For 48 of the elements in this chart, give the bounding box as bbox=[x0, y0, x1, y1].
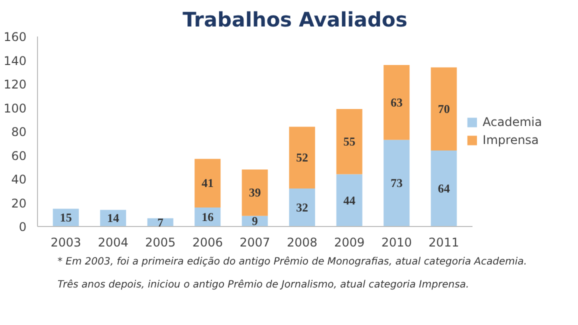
legend-label: Academia bbox=[482, 115, 542, 129]
bar bbox=[430, 150, 457, 226]
bar bbox=[384, 140, 410, 226]
y-tick-label: 160 bbox=[4, 30, 26, 44]
bar bbox=[336, 174, 362, 226]
bar bbox=[194, 158, 221, 208]
x-tick-label: 2011 bbox=[428, 236, 460, 250]
bar bbox=[384, 65, 410, 140]
y-tick-label: 60 bbox=[11, 148, 27, 163]
bar bbox=[242, 170, 268, 216]
data-label: 41 bbox=[202, 176, 214, 190]
x-tick-label: 2006 bbox=[192, 236, 223, 250]
data-label: 73 bbox=[390, 176, 403, 190]
y-tick-label: 20 bbox=[11, 196, 27, 210]
y-tick-label: 140 bbox=[4, 54, 26, 68]
text: Três anos depois, iniciou o antigo Prêmio de Jornalismo, atual categoria Imprensa. bbox=[58, 280, 470, 290]
x-tick-label: 2007 bbox=[240, 236, 270, 250]
x-tick-label: 2008 bbox=[286, 236, 318, 250]
data-label: 15 bbox=[60, 210, 72, 225]
bar bbox=[336, 108, 362, 174]
data-label: 70 bbox=[438, 102, 450, 116]
data-label: 7 bbox=[157, 215, 164, 230]
bar bbox=[289, 188, 316, 226]
bar bbox=[289, 126, 316, 188]
x-tick-label: 2010 bbox=[381, 236, 412, 250]
data-label: 44 bbox=[343, 193, 356, 208]
data-label: 14 bbox=[107, 211, 120, 226]
y-tick-label: 100 bbox=[4, 101, 26, 116]
data-label: 32 bbox=[296, 200, 308, 214]
x-tick-label: 2005 bbox=[145, 236, 176, 250]
x-tick-label: 2004 bbox=[98, 236, 128, 250]
data-label: 16 bbox=[202, 210, 214, 224]
data-label: 63 bbox=[390, 95, 403, 110]
x-tick-label: 2003 bbox=[50, 236, 82, 250]
data-label: 64 bbox=[438, 182, 450, 196]
data-label: 9 bbox=[252, 214, 258, 228]
data-label: 55 bbox=[343, 134, 356, 149]
legend-label: Imprensa bbox=[482, 133, 539, 147]
data-label: 39 bbox=[248, 186, 261, 200]
text: * Em 2003, foi a primeira edição do antigo Prêmio de Monografias, atual categoria Academia. bbox=[58, 256, 527, 268]
x-tick-label: 2009 bbox=[334, 236, 365, 250]
y-tick-label: 0 bbox=[18, 220, 27, 234]
data-label: 52 bbox=[296, 150, 308, 165]
bar bbox=[430, 67, 457, 150]
y-tick-label: 40 bbox=[11, 172, 27, 186]
y-tick-label: 80 bbox=[11, 125, 27, 139]
chart-title: Trabalhos Avaliados bbox=[182, 8, 408, 32]
y-tick-label: 120 bbox=[4, 78, 26, 92]
